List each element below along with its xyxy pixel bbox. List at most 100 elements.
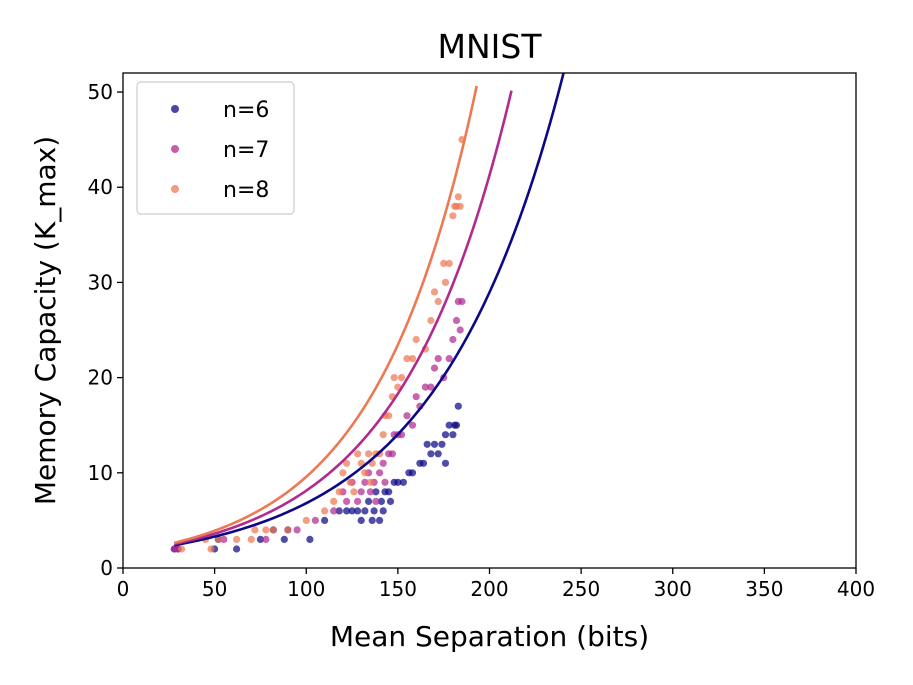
data-point xyxy=(423,440,431,448)
data-point xyxy=(449,335,457,344)
data-point xyxy=(335,488,343,496)
data-point xyxy=(441,459,450,467)
data-point xyxy=(434,297,442,306)
data-point xyxy=(293,526,301,534)
y-tick-label: 20 xyxy=(88,366,113,390)
y-axis-title: Memory Capacity (K_max) xyxy=(29,136,62,505)
fit-curve-n=6 xyxy=(174,73,565,547)
data-point xyxy=(438,440,446,448)
data-point xyxy=(262,526,270,534)
legend-label-n=8: n=8 xyxy=(223,178,269,203)
data-point xyxy=(335,507,343,515)
data-point xyxy=(445,259,453,267)
data-point xyxy=(397,374,406,382)
data-point xyxy=(386,497,395,505)
data-point xyxy=(379,431,387,439)
data-point xyxy=(330,507,338,515)
data-point xyxy=(348,507,356,515)
data-point xyxy=(361,507,369,515)
data-point xyxy=(220,535,228,544)
data-point xyxy=(399,478,407,486)
data-point xyxy=(430,440,439,448)
data-point xyxy=(449,431,457,439)
data-point xyxy=(445,355,453,363)
data-point xyxy=(233,535,241,544)
y-tick-label: 50 xyxy=(88,80,113,104)
y-tick-label: 0 xyxy=(100,556,113,580)
data-point xyxy=(390,374,398,382)
fit-curve-n=8 xyxy=(173,85,478,545)
data-point xyxy=(343,459,351,467)
y-tick-label: 10 xyxy=(88,461,113,485)
legend-label-n=7: n=7 xyxy=(223,138,269,163)
data-point xyxy=(321,507,329,515)
legend-marker-n=7 xyxy=(171,145,179,153)
data-point xyxy=(311,516,319,525)
legend-box xyxy=(136,81,295,215)
data-point xyxy=(454,402,462,410)
data-point xyxy=(445,421,453,429)
data-point xyxy=(376,469,384,477)
data-point xyxy=(427,383,435,391)
data-point xyxy=(354,450,362,458)
data-point xyxy=(394,478,402,486)
data-point xyxy=(302,516,310,525)
data-point xyxy=(434,450,442,458)
data-point xyxy=(419,459,428,467)
data-point xyxy=(343,507,351,515)
data-point xyxy=(321,516,329,525)
data-point xyxy=(412,335,420,344)
data-point xyxy=(454,193,462,201)
data-point xyxy=(421,383,429,391)
plot-area xyxy=(170,73,565,553)
data-point xyxy=(306,535,314,544)
x-axis-title: Mean Separation (bits) xyxy=(330,620,649,653)
data-point xyxy=(365,497,373,505)
data-point xyxy=(430,288,439,296)
data-point xyxy=(357,488,365,496)
data-point xyxy=(434,355,442,363)
data-point xyxy=(408,421,417,429)
data-point xyxy=(178,545,186,553)
legend-label-n=6: n=6 xyxy=(223,98,269,123)
data-point xyxy=(361,469,369,477)
data-point xyxy=(379,507,387,515)
x-tick-label: 250 xyxy=(562,577,600,601)
data-point xyxy=(427,450,435,458)
data-point xyxy=(357,516,365,525)
data-point xyxy=(251,526,259,534)
data-point xyxy=(262,535,270,544)
data-point xyxy=(441,278,450,286)
data-point xyxy=(441,431,450,439)
legend-marker-n=6 xyxy=(171,105,179,113)
axes: 0 50 100 150 200 250 300 350 400 0 10 20 30 40 50 xyxy=(88,72,875,601)
data-point xyxy=(456,326,464,334)
chart-title: MNIST xyxy=(438,27,543,66)
x-tick-label: 200 xyxy=(470,577,508,601)
data-point xyxy=(452,421,461,429)
data-point xyxy=(214,535,222,544)
data-point xyxy=(412,393,420,401)
data-point xyxy=(408,355,417,363)
data-point xyxy=(372,497,380,505)
data-point xyxy=(366,488,374,496)
data-point xyxy=(346,478,354,486)
data-point xyxy=(377,497,385,505)
data-point xyxy=(376,516,384,525)
data-point xyxy=(343,497,351,505)
data-point xyxy=(330,497,338,505)
data-point xyxy=(280,535,288,544)
data-point xyxy=(269,526,277,534)
data-point xyxy=(256,535,264,544)
x-tick-label: 150 xyxy=(379,577,417,601)
fit-curve-n=7 xyxy=(174,90,513,546)
y-tick-label: 40 xyxy=(88,175,113,199)
x-tick-label: 300 xyxy=(654,577,692,601)
data-point xyxy=(403,412,411,420)
x-tick-label: 50 xyxy=(202,577,227,601)
data-point xyxy=(458,297,466,306)
data-point xyxy=(350,488,358,496)
data-point xyxy=(372,488,380,496)
data-point xyxy=(449,212,457,220)
legend: n=6 n=7 n=8 xyxy=(136,81,295,215)
